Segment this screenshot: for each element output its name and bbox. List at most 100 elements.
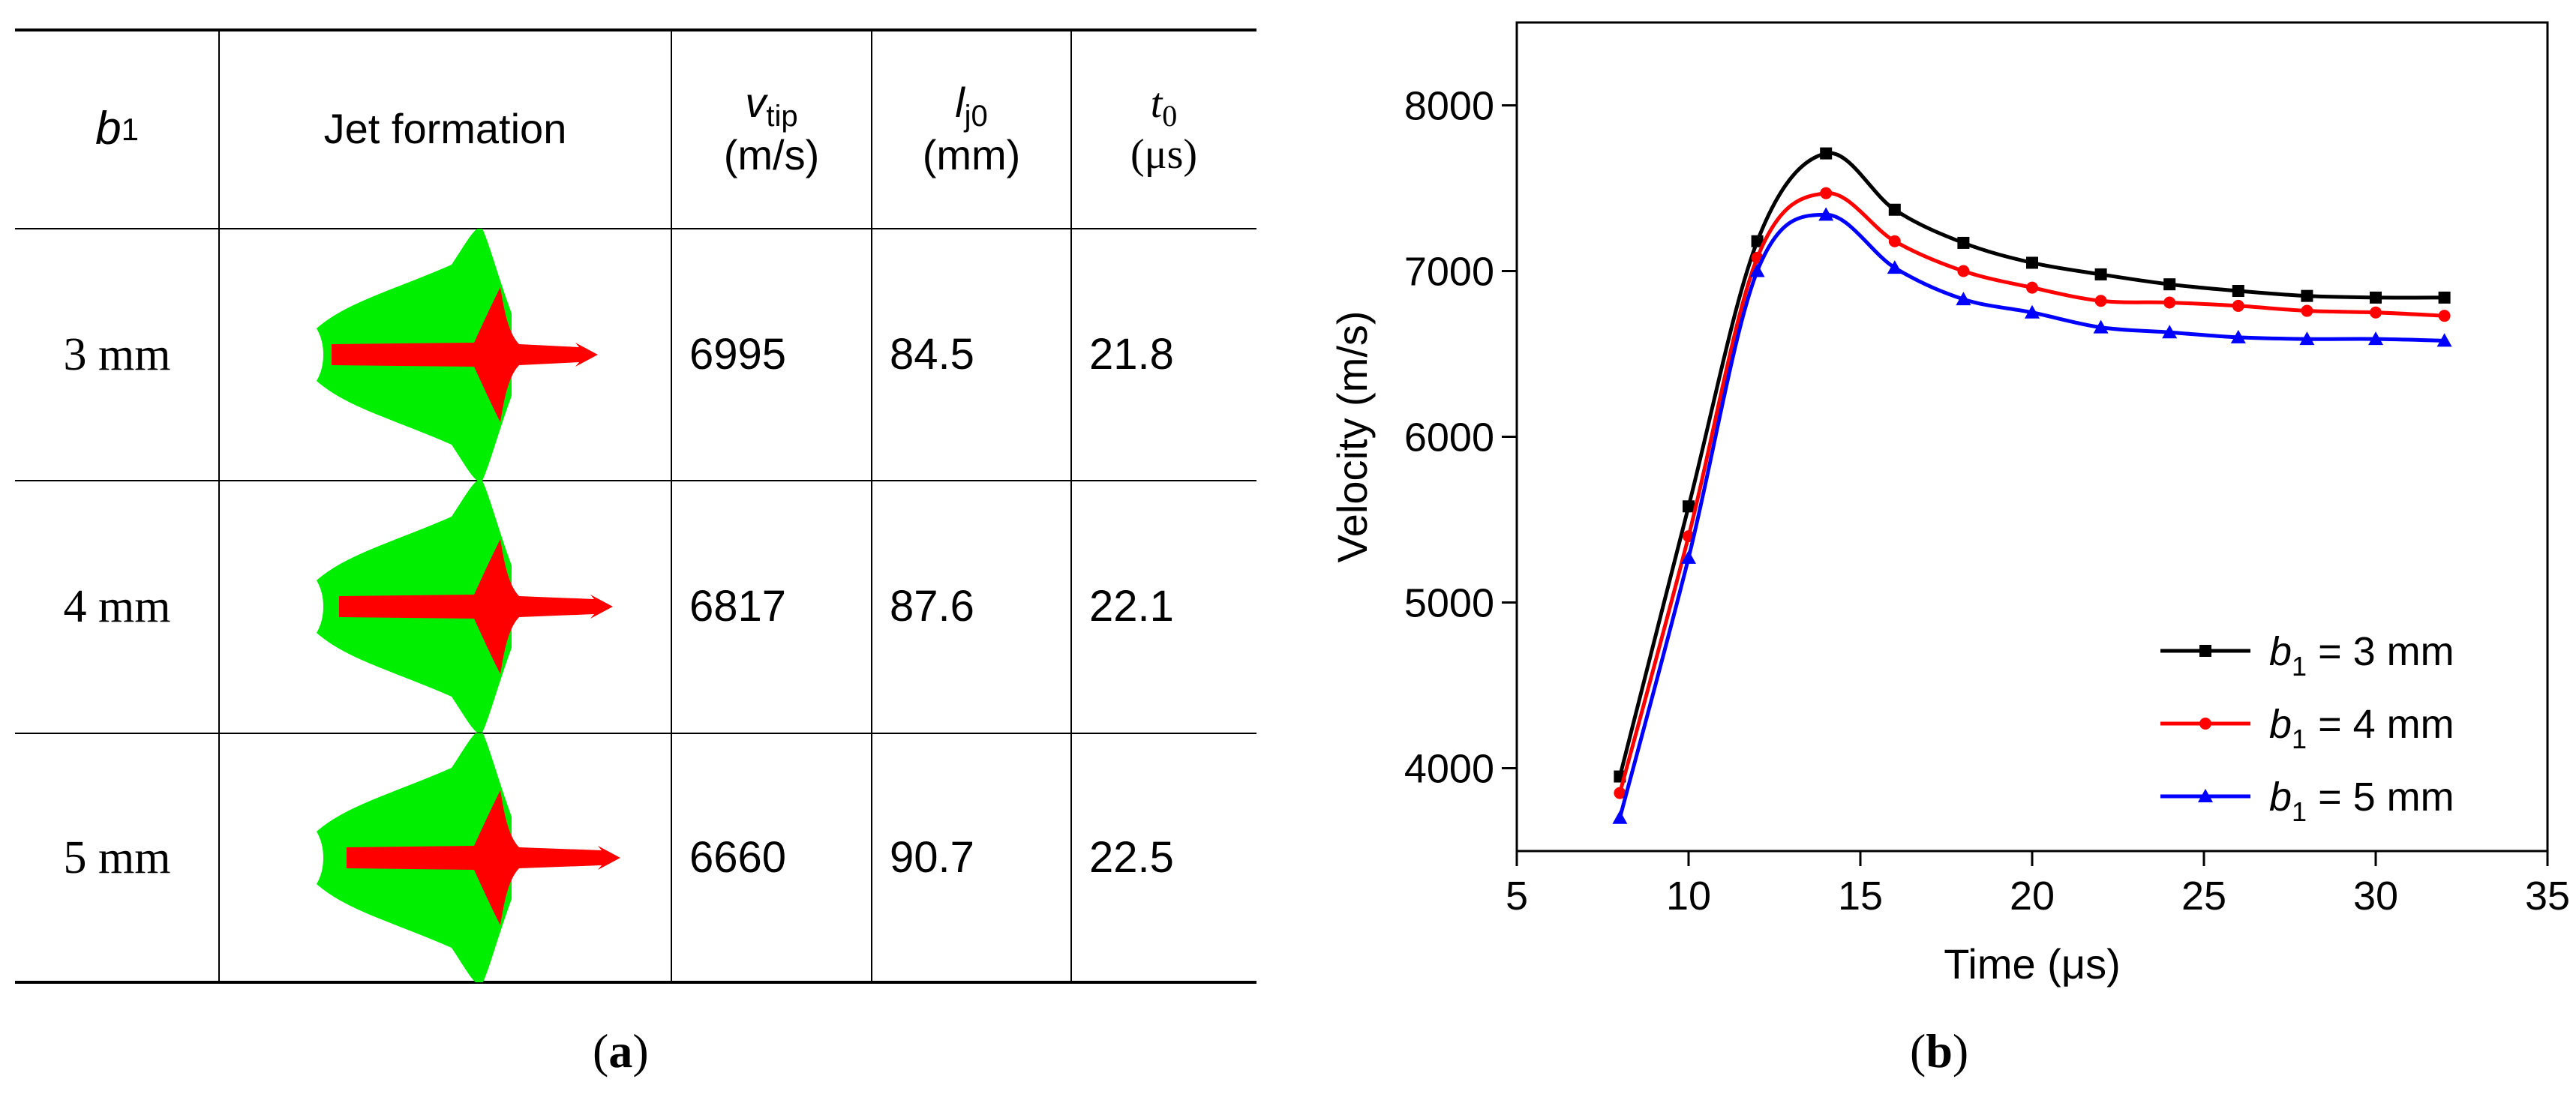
jet-image [317,229,598,481]
series-2-point [2026,281,2038,294]
header-lj0-sym: l [955,79,965,127]
legend-label-symbol: b [2269,775,2292,820]
x-tick-label: 5 [1506,874,1528,919]
legend-marker-1 [2199,645,2211,657]
series-1-point [2438,291,2451,304]
jet-shape [332,287,598,422]
legend-label-text: = 4 mm [2307,702,2454,747]
series-1-point [1888,203,1901,216]
series-2-point [1614,787,1626,799]
row-3-vtip: 6660 [689,832,787,882]
x-tick-label: 30 [2353,874,2398,919]
row-3-lj0: 90.7 [890,832,974,882]
row-1-jet-image [219,229,671,481]
row-3-jet-image [219,733,671,982]
row-2-t0: 22.1 [1089,582,1174,631]
legend-marker-3 [2198,789,2213,802]
table-grid [15,28,1256,984]
x-tick-label: 15 [1838,874,1883,919]
jet-shape [347,790,620,925]
velocity-chart: 5 10 15 20 25 30 35 4000 5000 6000 7000 8000 Time (μ… [1275,0,2576,1096]
header-vtip-sub: tip [766,100,798,133]
series-3-point [2025,304,2040,319]
series-1-point [1820,147,1833,160]
series-1-point [1683,500,1695,513]
row-2-lj0: 87.6 [890,582,974,631]
series-2-point [2370,306,2382,319]
row-1-t0: 21.8 [1089,329,1174,379]
legend-label-sub: 1 [2292,724,2307,754]
row-3-b1: 5 mm [63,832,171,883]
caption-a-letter: a [608,1024,633,1078]
series-3-point [2368,331,2383,346]
header-vtip: vtip (m/s) [671,30,872,229]
series-1-point [2301,289,2313,302]
legend-label-text: = 5 mm [2307,775,2454,820]
series-1-point [1751,235,1764,247]
series-2-point [2163,296,2176,309]
caption-b: (b) [1910,1024,1969,1078]
series-3-point [1612,810,1628,824]
y-tick-label: 7000 [1404,250,1494,295]
series-2-point [1820,187,1833,199]
row-2-b1: 4 mm [63,581,171,633]
series-2-point [2232,299,2244,312]
series-3-point [1818,207,1834,221]
x-tick-label: 25 [2181,874,2226,919]
legend-label-2: b1 = 4 mm [2269,702,2454,754]
x-tick-label: 10 [1666,874,1711,919]
series-2-point [1957,265,1970,277]
chart-svg: 5 10 15 20 25 30 35 4000 5000 6000 7000 8000 Time (μ… [1329,21,2570,988]
y-tick-label: 8000 [1404,84,1494,129]
header-jet-formation: Jet formation [323,105,567,153]
legend-marker-2 [2199,718,2211,730]
legend-label-symbol: b [2269,702,2292,747]
series-2-point [2438,310,2451,322]
header-lj0: lj0 (mm) [872,30,1071,229]
legend-label-3: b1 = 5 mm [2269,775,2454,827]
series-3-point [2230,329,2246,343]
y-tick-label: 4000 [1404,747,1494,792]
header-b1-base: b [95,103,122,155]
row-2-jet-image [219,481,671,733]
series-1-point [2370,291,2382,304]
jet-shape [339,539,613,674]
header-b1-sub: 1 [121,111,139,147]
series-1-point [2232,285,2244,298]
y-axis-label: Velocity (m/s) [1329,310,1376,562]
series-1-point [1957,236,1970,249]
y-tick-label: 5000 [1404,581,1494,626]
chart-axes: 5 10 15 20 25 30 35 4000 5000 6000 7000 8000 Time (μ… [1329,21,2570,988]
legend-label-text: = 3 mm [2307,629,2454,674]
header-t0-sub: 0 [1162,99,1178,133]
series-3-point [2299,331,2315,346]
series-line-1 [1617,151,2445,778]
row-1-vtip: 6995 [689,329,787,379]
y-tick-label: 6000 [1404,415,1494,460]
row-2-vtip: 6817 [689,582,787,631]
legend-label-sub: 1 [2292,651,2307,682]
series-3-point [1681,550,1696,564]
header-vtip-unit: (m/s) [723,131,820,179]
series-3-point [1887,260,1902,274]
row-1-lj0: 84.5 [890,329,974,379]
series-1-point [2163,278,2176,291]
series-2-point [1888,235,1901,247]
series-3-point [2162,325,2178,339]
x-tick-label: 20 [2010,874,2055,919]
jet-image [317,733,620,982]
series-3-point [1956,292,1971,306]
legend-label-1: b1 = 3 mm [2269,629,2454,682]
legend-label-symbol: b [2269,629,2292,674]
series-2-point [2094,295,2107,307]
row-1-b1: 3 mm [63,328,171,380]
series-2-point [2301,304,2313,317]
series-1-point [2026,256,2038,269]
chart-series [1612,147,2452,824]
header-t0: t0 (μs) [1071,30,1256,229]
caption-b-letter: b [1926,1024,1953,1078]
series-3-point [2093,319,2109,334]
